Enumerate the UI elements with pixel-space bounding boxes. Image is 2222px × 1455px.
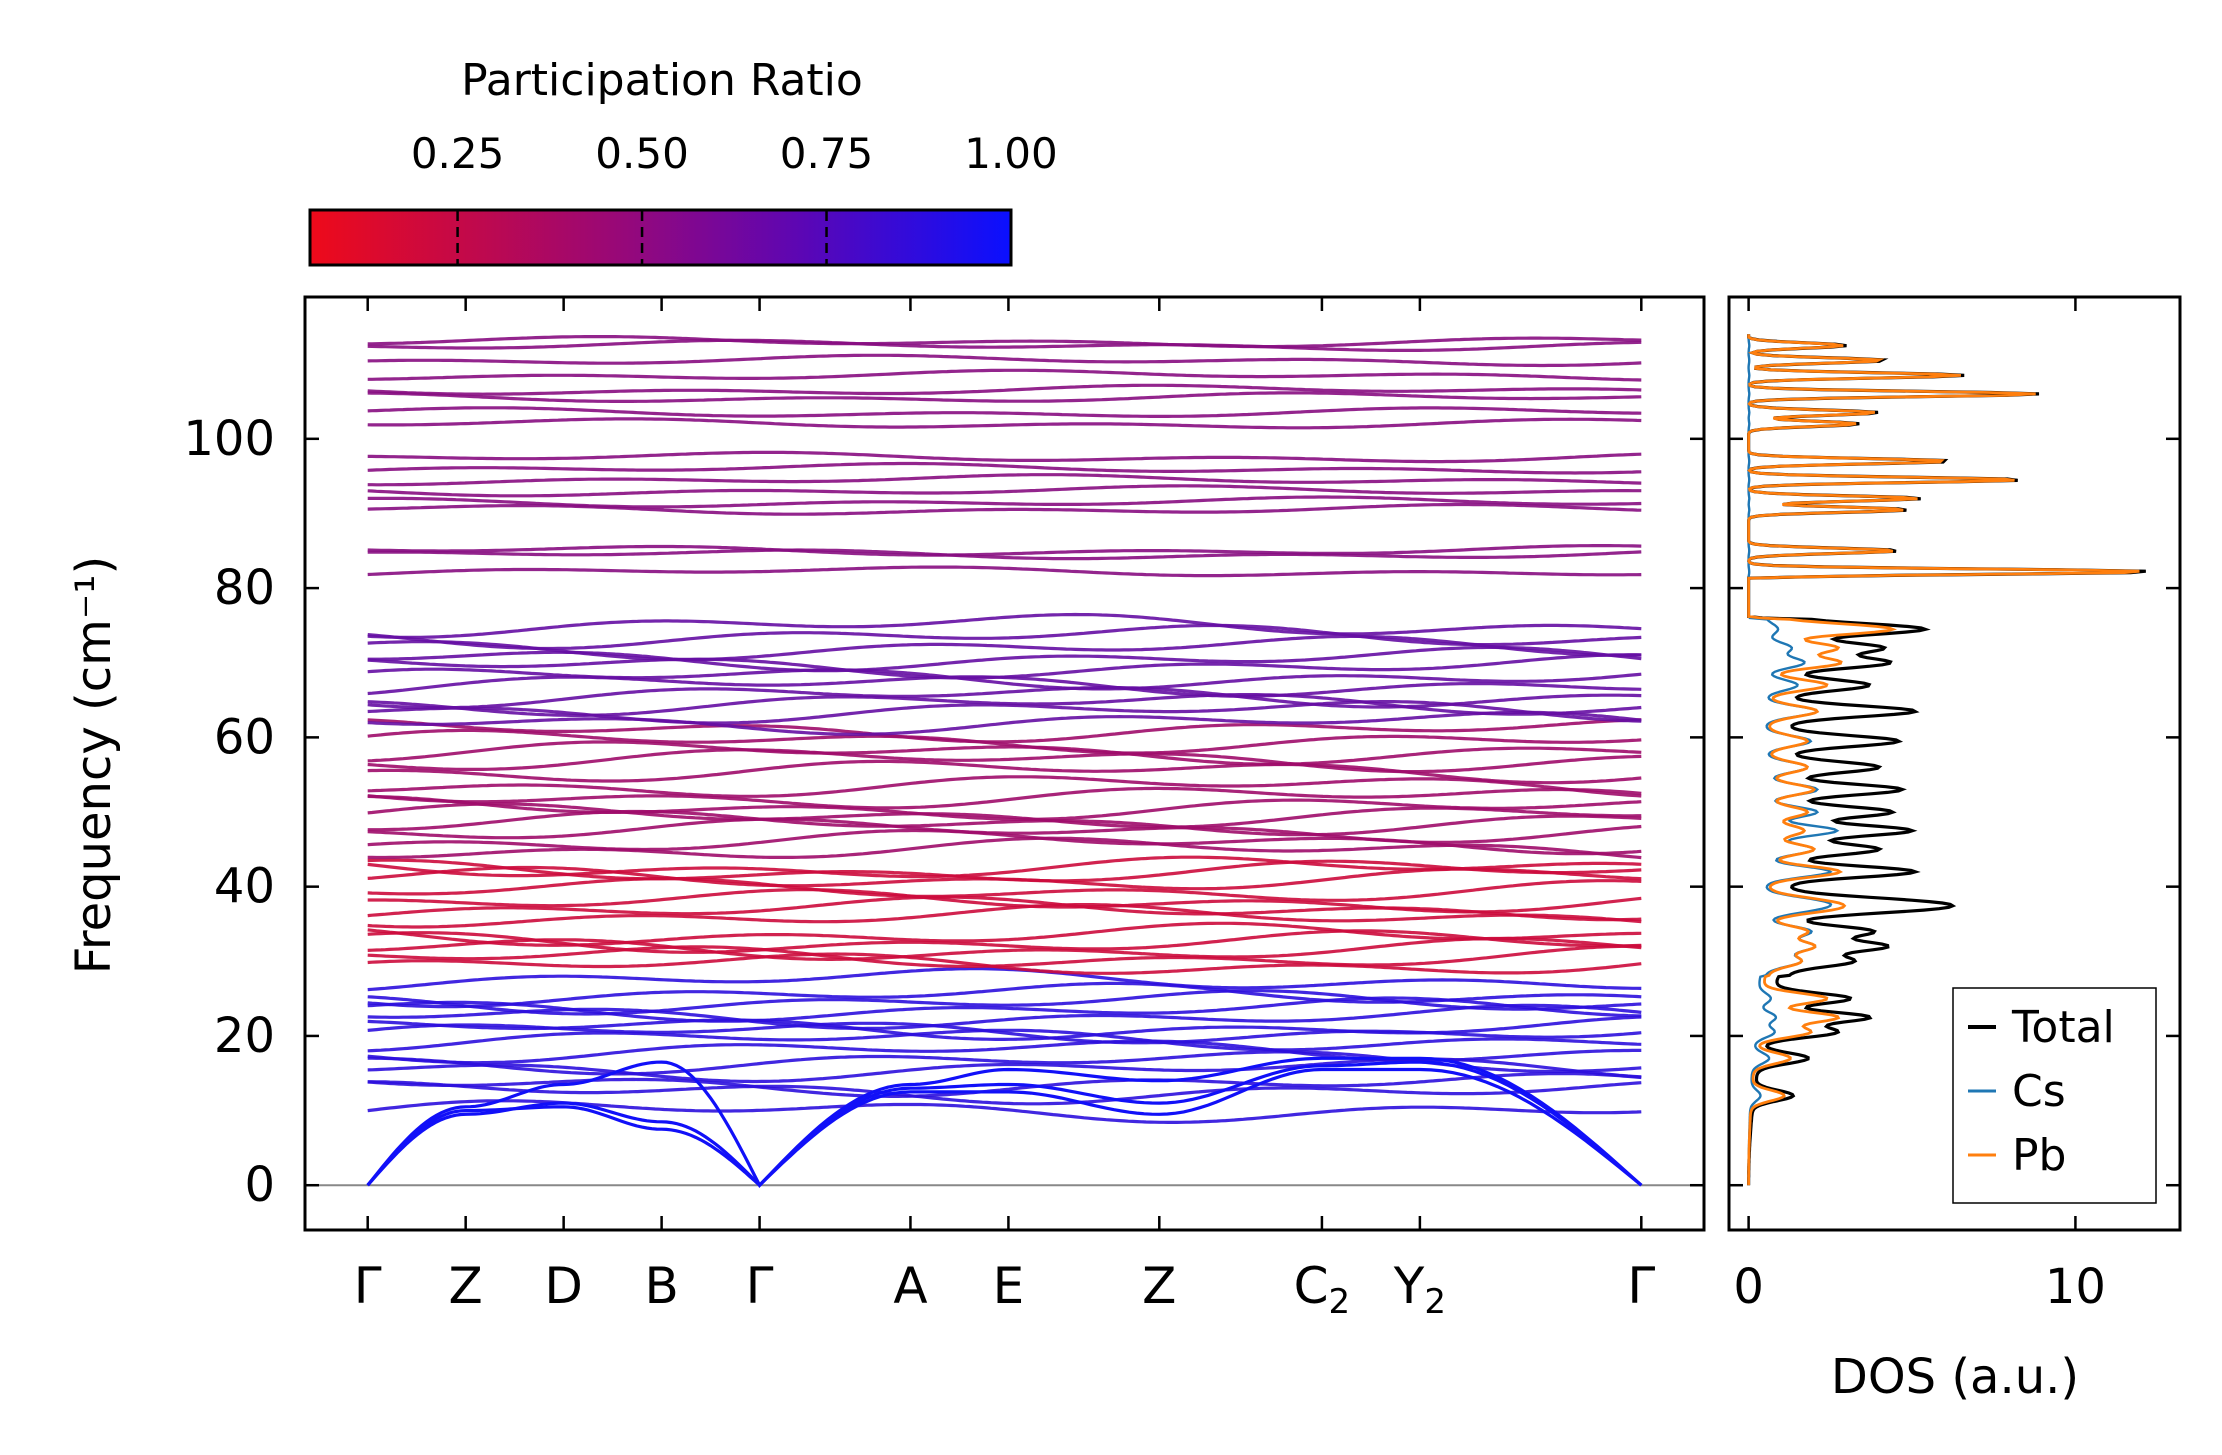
dos-legend: Total Cs Pb (1952, 987, 2157, 1204)
dos-panel: 0 10 DOS (a.u.) Total Cs Pb (1727, 295, 2182, 1405)
legend-label: Total (2011, 1002, 2115, 1053)
phonon-band (367, 710, 1642, 736)
phonon-band (367, 667, 1642, 691)
k-point-label: E (993, 1257, 1025, 1315)
k-point-label: C2 (1294, 1257, 1351, 1322)
phonon-band (367, 623, 1642, 651)
y-tick-label: 60 (214, 709, 275, 765)
phonon-band (367, 903, 1642, 929)
acoustic-band (366, 1067, 1643, 1188)
phonon-band (367, 693, 1642, 717)
k-point-label: B (644, 1257, 678, 1315)
phonon-band (367, 653, 1642, 680)
phonon-band (367, 353, 1642, 368)
phonon-band (367, 855, 1642, 879)
colorbar-tick-label: 0.75 (780, 129, 874, 178)
phonon-band (367, 686, 1642, 710)
phonon-band (367, 952, 1642, 975)
phonon-band (367, 858, 1642, 883)
k-point-label: Γ (1627, 1257, 1655, 1315)
phonon-band (367, 981, 1642, 1009)
phonon-band (367, 786, 1642, 810)
phonon-band (367, 1080, 1642, 1106)
phonon-band (367, 809, 1642, 837)
y-tick-label: 100 (183, 411, 275, 467)
band-structure-panel: 0 20 40 60 80 100 Γ Z D B Γ A E Z C2 Y2 Γ Frequency (cm… (66, 295, 1706, 1322)
k-point-label: Γ (746, 1257, 774, 1315)
dos-curve-pb (1747, 334, 2140, 1186)
phonon-band (367, 612, 1642, 640)
acoustic-band (366, 1056, 1643, 1188)
phonon-band (367, 748, 1642, 774)
phonon-band (367, 921, 1642, 947)
phonon-band (367, 718, 1642, 744)
phonon-band (367, 802, 1642, 829)
dos-axes-frame (1727, 295, 2182, 1232)
colorbar-tick-label: 0.25 (411, 129, 505, 178)
phonon-band (367, 565, 1642, 578)
phonon-band (367, 634, 1642, 662)
k-point-label: Y2 (1393, 1257, 1446, 1322)
colorbar-gradient (308, 208, 1013, 267)
colorbar-title: Participation Ratio (461, 55, 863, 106)
phonon-band (367, 495, 1642, 509)
legend-label: Pb (2012, 1130, 2066, 1181)
phonon-band (367, 967, 1642, 992)
x-axis-label-dos: DOS (a.u.) (1831, 1349, 2079, 1405)
dos-x-tick-label: 0 (1733, 1259, 1764, 1315)
y-tick-label: 0 (244, 1157, 275, 1213)
k-point-label: Z (1142, 1257, 1176, 1315)
phonon-band (367, 775, 1642, 798)
phonon-band (367, 484, 1642, 498)
y-tick-label: 80 (214, 560, 275, 616)
phonon-band (367, 836, 1642, 860)
phonon-band (367, 740, 1642, 766)
phonon-band (367, 383, 1642, 396)
k-point-label: Z (449, 1257, 483, 1315)
legend-label: Cs (2012, 1066, 2066, 1117)
phonon-band (367, 368, 1642, 382)
phonon-band (367, 759, 1642, 785)
phonon-band (367, 544, 1642, 557)
phonon-band (367, 391, 1642, 403)
phonon-band (367, 338, 1642, 352)
y-tick-label: 40 (214, 859, 275, 915)
phonon-band (367, 996, 1642, 1023)
colorbar: Participation Ratio 0.25 0.50 0.75 1.00 (308, 55, 1058, 267)
y-tick-label: 20 (214, 1008, 275, 1064)
phonon-band (367, 1028, 1642, 1053)
acoustic-band (366, 1060, 1643, 1188)
y-axis-label: Frequency (cm⁻¹) (66, 556, 122, 974)
k-point-label: D (544, 1257, 583, 1315)
phonon-band (367, 936, 1642, 961)
colorbar-tick-label: 0.50 (595, 129, 689, 178)
phonon-band (367, 1039, 1642, 1065)
phonon-band (367, 794, 1642, 822)
k-point-label: Γ (354, 1257, 382, 1315)
phonon-band (367, 450, 1642, 464)
phonon-band (367, 335, 1642, 349)
colorbar-tick-label: 1.00 (964, 129, 1058, 178)
phonon-band (367, 1015, 1642, 1041)
legend-frame (1952, 987, 2157, 1204)
phonon-band (367, 989, 1642, 1016)
phonon-band (367, 406, 1642, 418)
phonon-band (367, 473, 1642, 487)
phonon-band (367, 417, 1642, 430)
dos-x-tick-label: 10 (2045, 1259, 2106, 1315)
phonon-band (367, 895, 1642, 922)
phonon-band (367, 888, 1642, 914)
phonon-band (367, 944, 1642, 968)
phonon-band (367, 817, 1642, 844)
phonon-band (367, 877, 1642, 902)
phonon-band (367, 728, 1642, 755)
k-point-label: A (893, 1257, 927, 1315)
phonon-band (367, 1072, 1642, 1098)
phonon-band (367, 548, 1642, 561)
phonon-band (367, 461, 1642, 475)
band-axes-frame (303, 295, 1706, 1232)
